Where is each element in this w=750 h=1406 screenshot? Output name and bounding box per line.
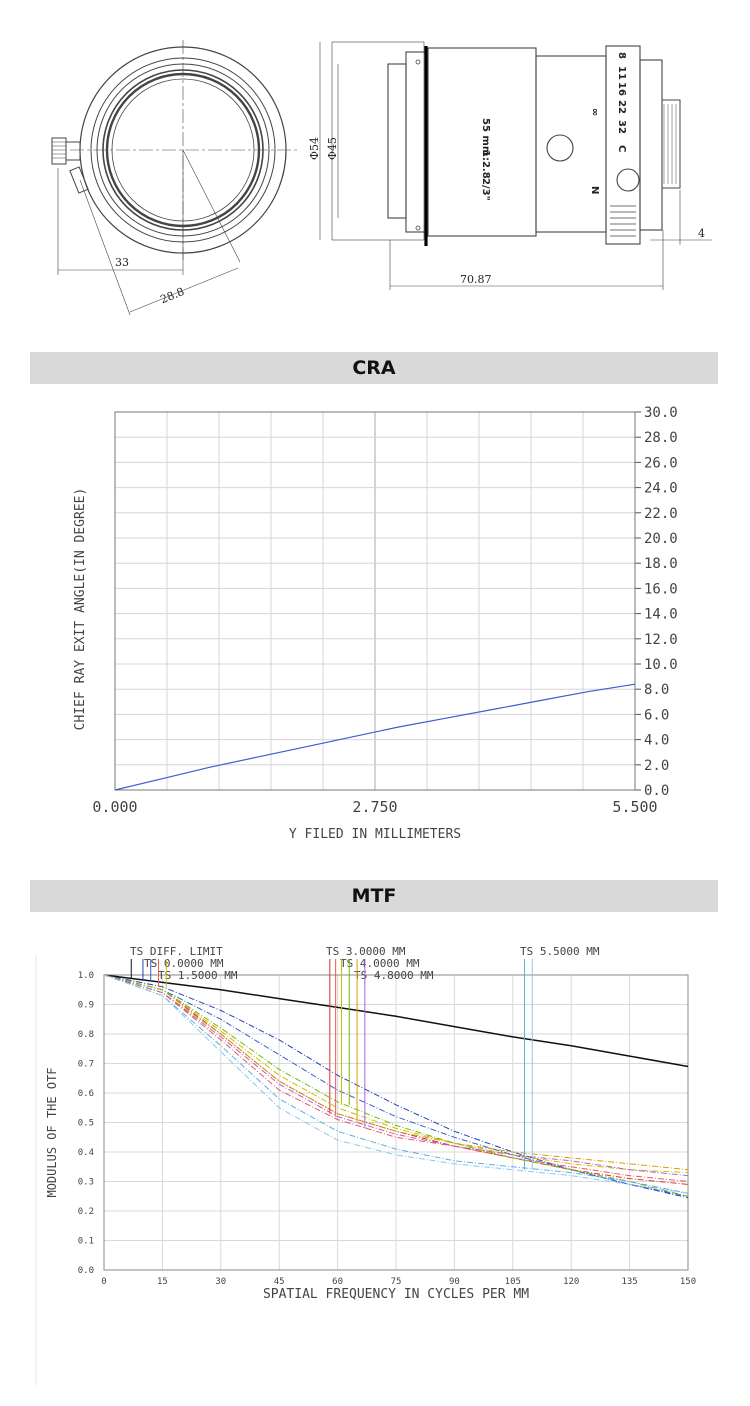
- dim-front-width: 33: [115, 256, 129, 269]
- mtf-section-header: MTF: [30, 880, 718, 912]
- x-tick-label: 45: [274, 1277, 285, 1287]
- lens-aperture: 1:2.8: [480, 150, 491, 179]
- y-tick-label: 2.0: [644, 758, 669, 774]
- y-tick-label: 22.0: [644, 506, 678, 522]
- y-tick-label: 1.0: [78, 971, 94, 981]
- mtf-series-line: [103, 974, 689, 1197]
- x-axis-label: SPATIAL FREQUENCY IN CYCLES PER MM: [263, 1287, 529, 1302]
- y-tick-label: 8.0: [644, 682, 669, 698]
- y-tick-label: 0.4: [78, 1148, 94, 1158]
- front-view: [51, 40, 300, 316]
- y-tick-label: 0.0: [78, 1266, 94, 1276]
- x-tick-label: 90: [449, 1277, 460, 1287]
- dim-inner-diameter: Φ45: [326, 137, 339, 160]
- mtf-series-line: [103, 974, 689, 1197]
- y-tick-label: 6.0: [644, 707, 669, 723]
- aperture-mark: C: [616, 145, 627, 152]
- mtf-legend-label: TS 3.0000 MM: [326, 945, 406, 958]
- x-tick-label: 135: [621, 1277, 637, 1287]
- x-tick-label: 15: [157, 1277, 168, 1287]
- mtf-legend-label: TS 0.0000 MM: [144, 957, 224, 970]
- plot-frame: [114, 411, 636, 791]
- x-tick-label: 150: [680, 1277, 696, 1287]
- y-tick-label: 16.0: [644, 581, 678, 597]
- y-tick-label: 0.3: [78, 1178, 94, 1188]
- plot-frame: [103, 974, 689, 1271]
- aperture-scale: 8 11 16 22 32 C: [616, 52, 627, 152]
- y-tick-label: 28.0: [644, 430, 678, 446]
- mtf-legend-label: TS 1.5000 MM: [158, 969, 238, 982]
- x-tick-label: 75: [391, 1277, 402, 1287]
- cra-section-title: CRA: [352, 357, 396, 379]
- aperture-mark: 11: [616, 66, 627, 80]
- mtf-chart-svg: 0 15 30 45 60 75 90 105 120 135 150 0.0 0.1 0.2 0.3 0.4…: [35, 945, 696, 1385]
- aperture-mark: 32: [616, 120, 627, 134]
- y-tick-label: 0.6: [78, 1089, 94, 1099]
- y-tick-label: 0.7: [78, 1060, 94, 1070]
- y-tick-label: 0.9: [78, 1001, 94, 1011]
- lens-marking: 55 mm 1:2.8 2/3": [480, 118, 491, 201]
- y-tick-label: 20.0: [644, 531, 678, 547]
- mtf-series-line: [103, 974, 689, 1171]
- focus-infinity-mark: ∞: [589, 108, 600, 116]
- y-axis-label: CHIEF RAY EXIT ANGLE(IN DEGREE): [73, 488, 88, 731]
- mechanical-drawing-svg: 33 28.8 Φ54 Φ45 70.: [51, 40, 712, 316]
- y-axis-label: MODULUS OF THE OTF: [45, 1067, 59, 1197]
- cra-section-header: CRA: [30, 352, 718, 384]
- lens-mechanical-drawing: 33 28.8 Φ54 Φ45 70.: [0, 0, 750, 340]
- y-tick-label: 0.2: [78, 1207, 94, 1217]
- aperture-mark: 22: [616, 100, 627, 114]
- x-tick-label: 0: [101, 1277, 106, 1287]
- mtf-series-line: [103, 974, 689, 1174]
- mtf-legend-label: TS 4.0000 MM: [340, 957, 420, 970]
- y-tick-label: 4.0: [644, 733, 669, 749]
- mtf-chart: 0 15 30 45 60 75 90 105 120 135 150 0.0 0.1 0.2 0.3 0.4…: [0, 935, 750, 1395]
- y-tick-label: 0.8: [78, 1030, 94, 1040]
- dim-flange: 4: [698, 227, 705, 240]
- mtf-series-line: [103, 974, 689, 1194]
- x-tick-label: 105: [505, 1277, 521, 1287]
- x-tick-label: 30: [215, 1277, 226, 1287]
- focus-near-mark: N: [589, 186, 600, 194]
- y-tick-label: 0.5: [78, 1119, 94, 1129]
- x-tick-label: 120: [563, 1277, 579, 1287]
- mtf-legend-label: TS 5.5000 MM: [520, 945, 600, 958]
- cra-chart: 0.0 2.0 4.0 6.0 8.0 10.0 12.0 14.0 16.0 18.0 20.0 2…: [0, 390, 750, 850]
- x-axis-label: Y FILED IN MILLIMETERS: [289, 827, 461, 842]
- lens-focal-length: 55 mm: [480, 118, 491, 156]
- aperture-mark: 16: [616, 82, 627, 96]
- x-tick-label: 2.750: [352, 798, 397, 816]
- mtf-legend-label: TS 4.8000 MM: [354, 969, 434, 982]
- y-tick-label: 10.0: [644, 657, 678, 673]
- y-tick-label: 24.0: [644, 481, 678, 497]
- dim-front-diagonal: 28.8: [158, 285, 186, 306]
- y-tick-label: 26.0: [644, 455, 678, 471]
- mtf-legend-label: TS DIFF. LIMIT: [130, 945, 223, 958]
- y-tick-label: 14.0: [644, 607, 678, 623]
- side-view: [319, 41, 712, 290]
- mtf-series-line: [103, 974, 689, 1182]
- x-tick-label: 0.000: [92, 798, 137, 816]
- mtf-series-line: [103, 974, 689, 1068]
- mtf-section-title: MTF: [351, 885, 397, 907]
- cra-series-line: [114, 683, 636, 791]
- lens-format: 2/3": [480, 178, 491, 201]
- cra-chart-svg: 0.0 2.0 4.0 6.0 8.0 10.0 12.0 14.0 16.0 18.0 20.0 2…: [73, 405, 678, 842]
- y-tick-label: 12.0: [644, 632, 678, 648]
- dim-outer-diameter: Φ54: [308, 137, 321, 160]
- y-tick-label: 0.0: [644, 783, 669, 799]
- y-tick-label: 18.0: [644, 556, 678, 572]
- dim-length: 70.87: [460, 273, 492, 286]
- mtf-series-line: [103, 974, 689, 1194]
- y-tick-label: 0.1: [78, 1237, 94, 1247]
- x-tick-label: 5.500: [612, 798, 657, 816]
- aperture-mark: 8: [616, 52, 627, 59]
- x-tick-label: 60: [332, 1277, 343, 1287]
- y-tick-label: 30.0: [644, 405, 678, 421]
